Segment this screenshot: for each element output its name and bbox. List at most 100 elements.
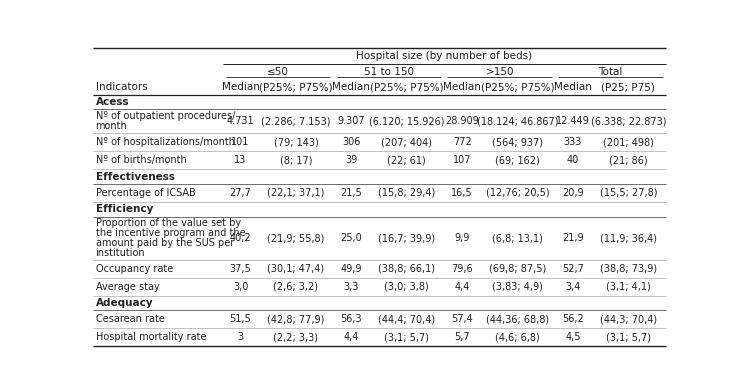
Text: 333: 333 bbox=[564, 137, 582, 147]
Text: Adequacy: Adequacy bbox=[95, 298, 153, 308]
Text: 56,3: 56,3 bbox=[340, 314, 362, 325]
Text: 4,4: 4,4 bbox=[454, 282, 470, 292]
Text: (2.286; 7.153): (2.286; 7.153) bbox=[261, 116, 331, 126]
Text: 101: 101 bbox=[232, 137, 249, 147]
Text: 40,2: 40,2 bbox=[229, 233, 252, 243]
Text: (6.338; 22.873): (6.338; 22.873) bbox=[591, 116, 666, 126]
Text: the incentive program and the: the incentive program and the bbox=[95, 228, 245, 238]
Text: (8; 17): (8; 17) bbox=[280, 155, 312, 165]
Text: Median: Median bbox=[554, 83, 592, 92]
Text: institution: institution bbox=[95, 248, 145, 258]
Text: 57,4: 57,4 bbox=[451, 314, 473, 325]
Text: Percentage of ICSAB: Percentage of ICSAB bbox=[95, 188, 195, 198]
Text: month: month bbox=[95, 121, 127, 131]
Text: (6,8; 13,1): (6,8; 13,1) bbox=[492, 233, 543, 243]
Text: 25,0: 25,0 bbox=[340, 233, 362, 243]
Text: 37,5: 37,5 bbox=[229, 264, 252, 274]
Text: (15,5; 27,8): (15,5; 27,8) bbox=[599, 188, 657, 198]
Text: (2,6; 3,2): (2,6; 3,2) bbox=[274, 282, 318, 292]
Text: (3,1; 4,1): (3,1; 4,1) bbox=[606, 282, 650, 292]
Text: Effectiveness: Effectiveness bbox=[95, 172, 175, 181]
Text: Nº of births/month: Nº of births/month bbox=[95, 155, 186, 165]
Text: (69,8; 87,5): (69,8; 87,5) bbox=[489, 264, 546, 274]
Text: Efficiency: Efficiency bbox=[95, 204, 153, 214]
Text: (22,1; 37,1): (22,1; 37,1) bbox=[267, 188, 325, 198]
Text: 51,5: 51,5 bbox=[229, 314, 252, 325]
Text: amount paid by the SUS per: amount paid by the SUS per bbox=[95, 238, 234, 248]
Text: (30,1; 47,4): (30,1; 47,4) bbox=[267, 264, 325, 274]
Text: 3: 3 bbox=[238, 332, 243, 343]
Text: (564; 937): (564; 937) bbox=[492, 137, 543, 147]
Text: (42,8; 77,9): (42,8; 77,9) bbox=[267, 314, 325, 325]
Text: 56,2: 56,2 bbox=[562, 314, 584, 325]
Text: (44,4; 70,4): (44,4; 70,4) bbox=[378, 314, 435, 325]
Text: ≤50: ≤50 bbox=[267, 67, 289, 77]
Text: (6.120; 15.926): (6.120; 15.926) bbox=[369, 116, 445, 126]
Text: (38,8; 73,9): (38,8; 73,9) bbox=[600, 264, 657, 274]
Text: Hospital size (by number of beds): Hospital size (by number of beds) bbox=[356, 51, 532, 61]
Text: Indicators: Indicators bbox=[95, 83, 147, 92]
Text: (P25%; P75%): (P25%; P75%) bbox=[481, 83, 554, 92]
Text: 40: 40 bbox=[567, 155, 579, 165]
Text: (21,9; 55,8): (21,9; 55,8) bbox=[267, 233, 325, 243]
Text: Occupancy rate: Occupancy rate bbox=[95, 264, 173, 274]
Text: Hospital mortality rate: Hospital mortality rate bbox=[95, 332, 206, 343]
Text: 21,9: 21,9 bbox=[562, 233, 584, 243]
Text: (3,83; 4,9): (3,83; 4,9) bbox=[492, 282, 543, 292]
Text: Acess: Acess bbox=[95, 97, 130, 107]
Text: 107: 107 bbox=[453, 155, 471, 165]
Text: 4,5: 4,5 bbox=[565, 332, 581, 343]
Text: (21; 86): (21; 86) bbox=[609, 155, 648, 165]
Text: (11,9; 36,4): (11,9; 36,4) bbox=[600, 233, 657, 243]
Text: 20,9: 20,9 bbox=[562, 188, 584, 198]
Text: 39: 39 bbox=[346, 155, 357, 165]
Text: (4,6; 6,8): (4,6; 6,8) bbox=[495, 332, 540, 343]
Text: 51 to 150: 51 to 150 bbox=[364, 67, 414, 77]
Text: (38,8; 66,1): (38,8; 66,1) bbox=[378, 264, 435, 274]
Text: 79,6: 79,6 bbox=[451, 264, 473, 274]
Text: (P25%; P75%): (P25%; P75%) bbox=[370, 83, 443, 92]
Text: Average stay: Average stay bbox=[95, 282, 159, 292]
Text: 3,4: 3,4 bbox=[565, 282, 581, 292]
Text: (3,1; 5,7): (3,1; 5,7) bbox=[606, 332, 651, 343]
Text: 28.909: 28.909 bbox=[445, 116, 479, 126]
Text: (3,0; 3,8): (3,0; 3,8) bbox=[384, 282, 429, 292]
Text: Nº of hospitalizations/month: Nº of hospitalizations/month bbox=[95, 137, 235, 147]
Text: (44,3; 70,4): (44,3; 70,4) bbox=[600, 314, 657, 325]
Text: 5,7: 5,7 bbox=[454, 332, 470, 343]
Text: 9.307: 9.307 bbox=[337, 116, 365, 126]
Text: 4,4: 4,4 bbox=[343, 332, 359, 343]
Text: (15,8; 29,4): (15,8; 29,4) bbox=[378, 188, 435, 198]
Text: Median: Median bbox=[221, 83, 260, 92]
Text: (207; 404): (207; 404) bbox=[381, 137, 432, 147]
Text: 52,7: 52,7 bbox=[562, 264, 584, 274]
Text: 772: 772 bbox=[453, 137, 471, 147]
Text: Median: Median bbox=[332, 83, 370, 92]
Text: Nº of outpatient procedures/: Nº of outpatient procedures/ bbox=[95, 111, 235, 120]
Text: (3,1; 5,7): (3,1; 5,7) bbox=[384, 332, 429, 343]
Text: (22; 61): (22; 61) bbox=[387, 155, 426, 165]
Text: 3,0: 3,0 bbox=[233, 282, 248, 292]
Text: 4.731: 4.731 bbox=[226, 116, 255, 126]
Text: (2,2; 3,3): (2,2; 3,3) bbox=[274, 332, 318, 343]
Text: (79; 143): (79; 143) bbox=[274, 137, 318, 147]
Text: 21,5: 21,5 bbox=[340, 188, 362, 198]
Text: 12.449: 12.449 bbox=[556, 116, 590, 126]
Text: (18.124; 46.867): (18.124; 46.867) bbox=[477, 116, 559, 126]
Text: (16,7; 39,9): (16,7; 39,9) bbox=[378, 233, 435, 243]
Text: (69; 162): (69; 162) bbox=[495, 155, 540, 165]
Text: Proportion of the value set by: Proportion of the value set by bbox=[95, 218, 240, 228]
Text: >150: >150 bbox=[485, 67, 514, 77]
Text: 49,9: 49,9 bbox=[340, 264, 362, 274]
Text: (201; 498): (201; 498) bbox=[603, 137, 654, 147]
Text: 9,9: 9,9 bbox=[454, 233, 470, 243]
Text: (12,76; 20,5): (12,76; 20,5) bbox=[485, 188, 549, 198]
Text: 13: 13 bbox=[235, 155, 246, 165]
Text: 3,3: 3,3 bbox=[343, 282, 359, 292]
Text: 306: 306 bbox=[342, 137, 360, 147]
Text: Median: Median bbox=[443, 83, 481, 92]
Text: 16,5: 16,5 bbox=[451, 188, 473, 198]
Text: (P25%; P75%): (P25%; P75%) bbox=[259, 83, 333, 92]
Text: 27,7: 27,7 bbox=[229, 188, 252, 198]
Text: Total: Total bbox=[599, 67, 623, 77]
